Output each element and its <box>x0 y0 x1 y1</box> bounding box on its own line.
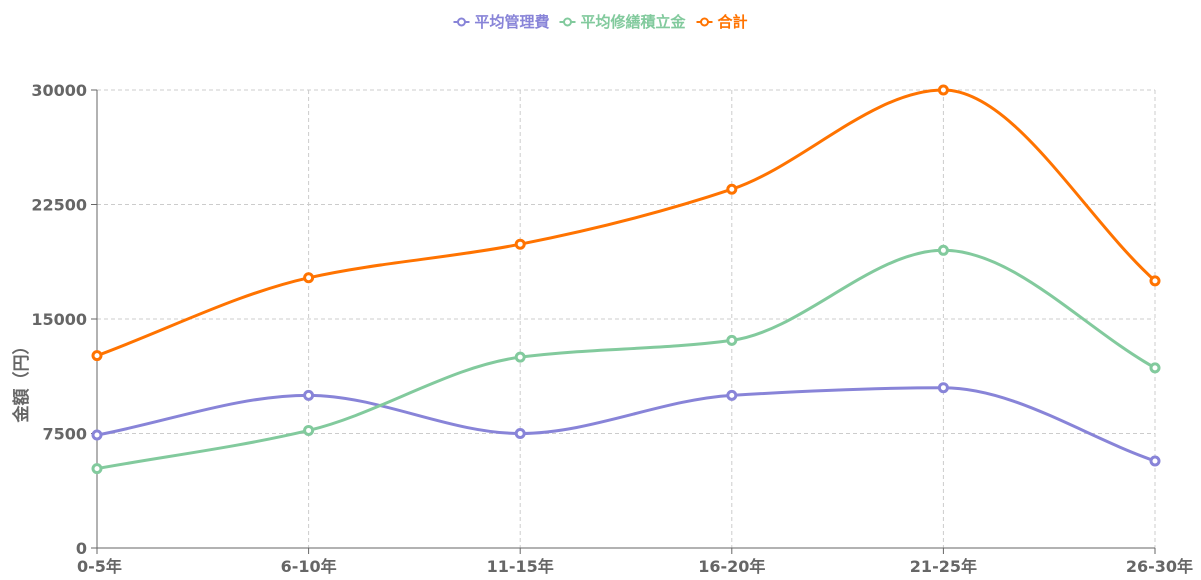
data-point[interactable] <box>91 350 103 362</box>
series-layer <box>91 84 1161 475</box>
data-point[interactable] <box>91 463 103 475</box>
legend-label: 平均修繕積立金 <box>580 13 686 31</box>
legend-circle-icon <box>562 17 572 27</box>
legend-circle-icon <box>700 17 710 27</box>
axes: 0 7500 15000 22500 30000 0-5年 6-10年 11-15年 16-20… <box>31 81 1193 576</box>
legend-label: 合計 <box>717 13 748 31</box>
legend: 平均管理費 平均修繕積立金 合計 <box>453 13 748 31</box>
legend-item[interactable]: 平均管理費 <box>453 13 549 31</box>
data-point[interactable] <box>514 428 526 439</box>
data-point[interactable] <box>303 272 315 284</box>
data-point[interactable] <box>1149 455 1161 467</box>
x-tick-label: 11-15年 <box>487 557 554 576</box>
x-tick-label: 21-25年 <box>910 557 977 576</box>
data-point[interactable] <box>91 429 103 441</box>
data-point[interactable] <box>726 334 738 346</box>
data-point[interactable] <box>726 183 738 195</box>
y-tick-label: 15000 <box>31 310 87 329</box>
y-axis-title: 金額（円） <box>11 338 32 424</box>
series-line <box>96 248 1156 471</box>
grid <box>97 89 1156 548</box>
data-point[interactable] <box>1149 362 1161 374</box>
series-1 <box>91 244 1161 475</box>
data-point[interactable] <box>303 389 315 401</box>
data-point[interactable] <box>303 424 315 436</box>
data-point[interactable] <box>514 238 526 250</box>
x-tick-label: 26-30年 <box>1126 557 1193 576</box>
series-0 <box>91 382 1161 467</box>
data-point[interactable] <box>726 389 738 401</box>
legend-circle-icon <box>456 17 466 27</box>
series-2 <box>91 84 1161 362</box>
x-tick-label: 16-20年 <box>698 557 765 576</box>
x-tick-label: 6-10年 <box>281 557 337 576</box>
data-point[interactable] <box>1149 275 1161 287</box>
data-point[interactable] <box>514 351 526 363</box>
data-point[interactable] <box>937 382 949 394</box>
y-tick-label: 0 <box>76 539 87 558</box>
y-tick-label: 7500 <box>42 425 87 444</box>
y-tick-label: 22500 <box>31 196 87 215</box>
series-line <box>96 386 1156 463</box>
legend-item[interactable]: 平均修繕積立金 <box>559 13 687 31</box>
series-line <box>96 88 1157 358</box>
legend-label: 平均管理費 <box>474 13 549 31</box>
data-point[interactable] <box>937 84 949 96</box>
x-tick-label: 0-5年 <box>77 557 122 576</box>
legend-item[interactable]: 合計 <box>696 13 748 31</box>
y-tick-label: 30000 <box>31 81 87 100</box>
data-point[interactable] <box>937 244 949 256</box>
